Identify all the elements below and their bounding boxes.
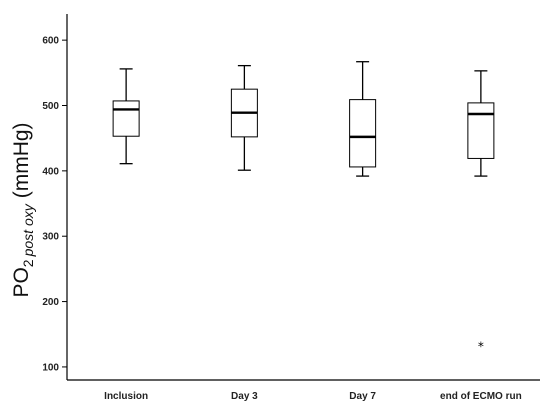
x-category-label: Inclusion	[104, 391, 148, 402]
y-axis-label: PO2post oxy(mmHg)	[10, 122, 36, 297]
box-1	[112, 68, 140, 165]
x-category-label: Day 3	[231, 391, 258, 402]
box-2	[230, 64, 258, 171]
y-tick-label: 300	[42, 232, 59, 243]
y-tick-label: 100	[42, 362, 59, 373]
outlier-marker: *	[478, 339, 484, 353]
y-tick-label: 600	[42, 36, 59, 47]
x-category-label: Day 7	[349, 391, 376, 402]
boxes: *	[112, 61, 495, 353]
y-tick-label: 500	[42, 101, 59, 112]
y-tick-label: 200	[42, 297, 59, 308]
y-axis-ticks: 100 200 300 400 500 600	[42, 36, 67, 373]
iqr-box	[349, 99, 377, 168]
x-axis-labels: Inclusion Day 3 Day 7 end of ECMO run	[104, 391, 522, 402]
x-category-label: end of ECMO run	[440, 391, 522, 402]
box-4: *	[467, 70, 495, 353]
iqr-box	[467, 102, 495, 159]
y-tick-label: 400	[42, 166, 59, 177]
axes	[66, 14, 540, 381]
box-3	[349, 61, 377, 177]
iqr-box	[112, 100, 140, 137]
